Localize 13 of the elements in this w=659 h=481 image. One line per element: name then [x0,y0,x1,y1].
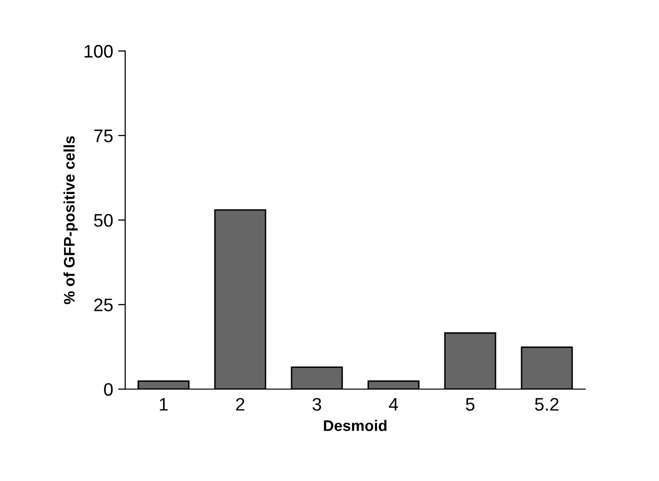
y-tick-label: 0 [104,383,113,396]
y-tick-label: 75 [94,130,113,142]
x-tick-label: 3 [312,398,322,411]
y-tick-label: 25 [94,298,113,312]
x-tick-label: 5 [466,398,474,411]
x-tick-label: 5.2 [535,398,559,411]
x-axis-title: Desmoid [324,420,386,432]
x-tick-label: 1 [160,398,168,411]
x-tick-label: 2 [236,398,244,411]
y-tick-label: 50 [94,214,113,227]
y-axis-title: % of GFP-positive cells [63,136,78,304]
y-tick-label: 100 [84,44,113,58]
x-tick-label: 4 [388,398,398,411]
